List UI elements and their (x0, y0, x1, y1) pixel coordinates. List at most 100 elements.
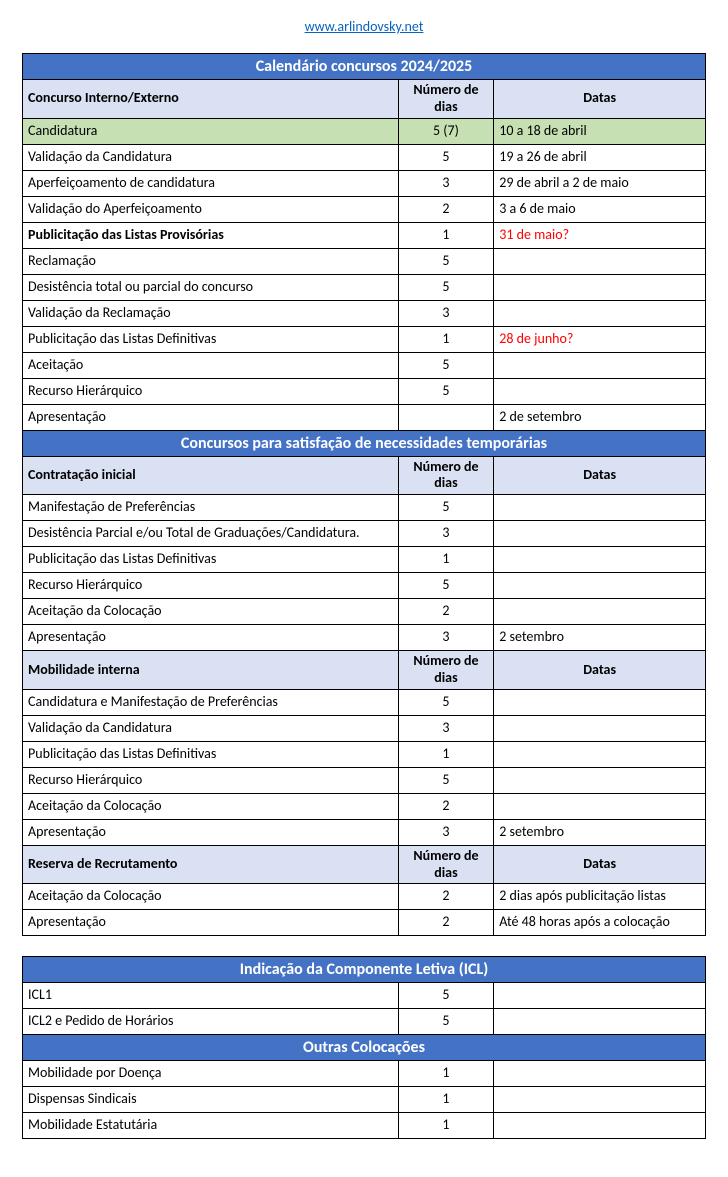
data-table: Indicação da Componente Letiva (ICL)ICL1… (22, 956, 706, 1139)
row-label: Publicitação das Listas Definitivas (23, 547, 399, 573)
row-days: 1 (398, 547, 494, 573)
row-label: Apresentação (23, 625, 399, 651)
row-dates (494, 793, 706, 819)
row-days: 1 (398, 222, 494, 248)
row-days: 3 (398, 625, 494, 651)
row-days: 5 (398, 689, 494, 715)
table-row: Desistência Parcial e/ou Total de Gradua… (23, 521, 706, 547)
row-dates (494, 378, 706, 404)
row-days: 1 (398, 326, 494, 352)
table-row: Publicitação das Listas Definitivas128 d… (23, 326, 706, 352)
row-dates (494, 300, 706, 326)
section-title: Indicação da Componente Letiva (ICL) (23, 957, 706, 983)
table-row: Publicitação das Listas Definitivas1 (23, 741, 706, 767)
table-row: Aceitação da Colocação2 (23, 793, 706, 819)
table-row: Manifestação de Preferências5 (23, 495, 706, 521)
row-dates: Até 48 horas após a colocação (494, 910, 706, 936)
row-days: 1 (398, 1113, 494, 1139)
row-dates (494, 599, 706, 625)
row-label: Recurso Hierárquico (23, 767, 399, 793)
row-dates: 28 de junho? (494, 326, 706, 352)
table-row: Validação do Aperfeiçoamento23 a 6 de ma… (23, 196, 706, 222)
section-title: Outras Colocações (23, 1035, 706, 1061)
header-row: Contratação inicialNúmero de diasDatas (23, 456, 706, 495)
table-row: Apresentação 2 de setembro (23, 404, 706, 430)
table-row: Recurso Hierárquico5 (23, 378, 706, 404)
header-days: Número de dias (398, 651, 494, 690)
table-row: Publicitação das Listas Definitivas1 (23, 547, 706, 573)
row-label: Aceitação da Colocação (23, 884, 399, 910)
row-label: Candidatura (23, 118, 399, 144)
table-row: ICL15 (23, 983, 706, 1009)
section-title-row: Concursos para satisfação de necessidade… (23, 430, 706, 456)
header-row: Reserva de RecrutamentoNúmero de diasDat… (23, 845, 706, 884)
site-link[interactable]: www.arlindovsky.net (305, 18, 424, 35)
row-label: Desistência Parcial e/ou Total de Gradua… (23, 521, 399, 547)
row-days: 1 (398, 741, 494, 767)
row-label: Apresentação (23, 819, 399, 845)
row-dates: 31 de maio? (494, 222, 706, 248)
row-dates: 2 de setembro (494, 404, 706, 430)
table-row: Mobilidade Estatutária1 (23, 1113, 706, 1139)
table-row: Recurso Hierárquico5 (23, 767, 706, 793)
row-dates (494, 983, 706, 1009)
header-dates: Datas (494, 456, 706, 495)
row-days: 3 (398, 170, 494, 196)
row-days: 5 (398, 248, 494, 274)
table-row: Candidatura e Manifestação de Preferênci… (23, 689, 706, 715)
tables-container: Calendário concursos 2024/2025Concurso I… (22, 53, 706, 1139)
row-label: Dispensas Sindicais (23, 1087, 399, 1113)
header-dates: Datas (494, 845, 706, 884)
row-dates (494, 1087, 706, 1113)
table-row: Mobilidade por Doença1 (23, 1061, 706, 1087)
row-label: Apresentação (23, 404, 399, 430)
row-label: Publicitação das Listas Definitivas (23, 326, 399, 352)
row-days (398, 404, 494, 430)
row-days: 5 (398, 767, 494, 793)
header-row: Concurso Interno/ExternoNúmero de diasDa… (23, 80, 706, 119)
header-days: Número de dias (398, 845, 494, 884)
row-dates (494, 521, 706, 547)
row-dates: 2 dias após publicitação listas (494, 884, 706, 910)
row-dates: 10 a 18 de abril (494, 118, 706, 144)
row-days: 5 (398, 573, 494, 599)
row-days: 3 (398, 715, 494, 741)
table-row: Reclamação5 (23, 248, 706, 274)
row-days: 3 (398, 819, 494, 845)
row-days: 5 (398, 1009, 494, 1035)
row-days: 5 (7) (398, 118, 494, 144)
row-dates (494, 1061, 706, 1087)
row-label: Publicitação das Listas Definitivas (23, 741, 399, 767)
table-row: Dispensas Sindicais1 (23, 1087, 706, 1113)
row-days: 5 (398, 274, 494, 300)
header-label: Mobilidade interna (23, 651, 399, 690)
row-dates (494, 274, 706, 300)
row-days: 3 (398, 521, 494, 547)
row-label: ICL2 e Pedido de Horários (23, 1009, 399, 1035)
data-table: Calendário concursos 2024/2025Concurso I… (22, 53, 706, 936)
row-days: 2 (398, 884, 494, 910)
row-days: 1 (398, 1061, 494, 1087)
table-row: Aceitação da Colocação2 (23, 599, 706, 625)
row-label: Mobilidade Estatutária (23, 1113, 399, 1139)
row-days: 3 (398, 300, 494, 326)
table-row: Validação da Reclamação3 (23, 300, 706, 326)
header-days: Número de dias (398, 456, 494, 495)
row-label: Recurso Hierárquico (23, 378, 399, 404)
header-label: Concurso Interno/Externo (23, 80, 399, 119)
row-days: 5 (398, 378, 494, 404)
row-label: Validação do Aperfeiçoamento (23, 196, 399, 222)
row-dates (494, 547, 706, 573)
header-label: Contratação inicial (23, 456, 399, 495)
row-label: Apresentação (23, 910, 399, 936)
row-label: Aceitação (23, 352, 399, 378)
table-row: Candidatura5 (7)10 a 18 de abril (23, 118, 706, 144)
site-url: www.arlindovsky.net (22, 18, 706, 35)
row-dates: 29 de abril a 2 de maio (494, 170, 706, 196)
row-dates (494, 495, 706, 521)
table-row: Apresentação32 setembro (23, 625, 706, 651)
table-row: Publicitação das Listas Provisórias131 d… (23, 222, 706, 248)
row-label: Recurso Hierárquico (23, 573, 399, 599)
row-days: 5 (398, 983, 494, 1009)
row-label: Publicitação das Listas Provisórias (23, 222, 399, 248)
